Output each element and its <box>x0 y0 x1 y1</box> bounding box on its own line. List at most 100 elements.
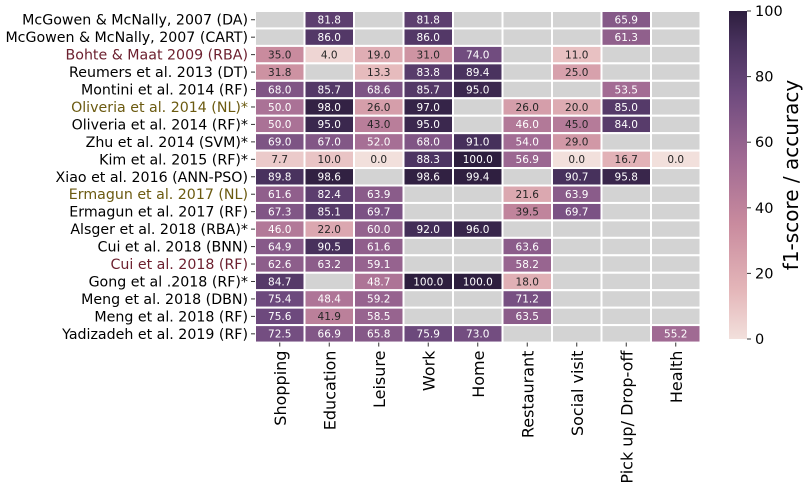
row-label: Cui et al. 2018 (RF) <box>110 257 248 273</box>
heatmap-cell <box>650 219 702 239</box>
heatmap-cell <box>650 306 702 327</box>
row-label: Oliveria et al. 2014 (NL)* <box>71 100 248 116</box>
heatmap-cell <box>600 44 652 65</box>
cell-value-label: 61.6 <box>268 189 292 201</box>
cell-value-label: 68.0 <box>417 137 440 149</box>
cell-value-label: 56.9 <box>516 154 539 166</box>
heatmap-cell <box>452 114 504 135</box>
cell-value-label: 4.0 <box>321 49 338 61</box>
cell-value-label: 85.0 <box>615 102 638 114</box>
column-labels: Shopping Education Leisure Work Home Restaura… <box>271 342 686 484</box>
cell-value-label: 61.3 <box>615 32 638 44</box>
heatmap-cell <box>650 44 702 65</box>
cell-value-label: 81.8 <box>318 15 341 27</box>
heatmap-cell <box>353 10 405 30</box>
cell-value-label: 58.5 <box>367 311 390 323</box>
cell-value-label: 21.6 <box>516 189 540 201</box>
cell-value-label: 75.4 <box>268 294 292 306</box>
heatmap-cell <box>452 97 504 117</box>
heatmap-cell <box>600 324 652 344</box>
cell-value-label: 84.7 <box>268 276 291 288</box>
cell-value-label: 55.2 <box>664 329 687 341</box>
cell-value-label: 0.0 <box>370 154 387 166</box>
heatmap-cell <box>600 236 652 257</box>
cell-value-label: 83.8 <box>417 67 440 79</box>
cell-value-label: 43.0 <box>367 119 390 131</box>
cell-value-label: 63.9 <box>367 189 390 201</box>
heatmap-cells: 81.8 81.8 65.9 86.0 86.0 61.3 35.0 4.0 19.0 31.0 7… <box>254 10 702 344</box>
cell-value-label: 66.9 <box>318 329 341 341</box>
heatmap-cell <box>452 306 504 327</box>
row-labels: McGowen & McNally, 2007 (DA)McGowen & Mc… <box>5 13 255 343</box>
heatmap-cell <box>600 306 652 327</box>
cell-value-label: 50.0 <box>268 119 291 131</box>
colorbar-label: f1-score / accuracy <box>779 80 803 271</box>
cell-value-label: 64.9 <box>268 241 291 253</box>
row-label: Ermagun et al. 2017 (RF) <box>69 205 248 221</box>
cell-value-label: 75.9 <box>417 329 440 341</box>
heatmap-cell <box>402 289 454 309</box>
cell-value-label: 73.0 <box>466 329 489 341</box>
cell-value-label: 35.0 <box>268 49 291 61</box>
heatmap-cell <box>551 27 603 47</box>
cell-value-label: 46.0 <box>516 119 539 131</box>
heatmap-cell <box>650 271 702 292</box>
cell-value-label: 67.0 <box>318 137 341 149</box>
heatmap-cell <box>501 219 553 239</box>
heatmap-cell <box>402 236 454 257</box>
cell-value-label: 100.0 <box>463 276 493 288</box>
column-label: Health <box>667 351 686 404</box>
cell-value-label: 50.0 <box>268 102 291 114</box>
heatmap-cell <box>551 306 603 327</box>
cell-value-label: 26.0 <box>516 102 539 114</box>
heatmap-cell <box>353 167 405 187</box>
heatmap-cell <box>650 167 702 187</box>
cell-value-label: 58.2 <box>516 259 539 271</box>
cell-value-label: 95.8 <box>615 172 638 184</box>
heatmap-cell <box>600 184 652 204</box>
cell-value-label: 97.0 <box>417 102 440 114</box>
column-label: Work <box>419 350 438 391</box>
cell-value-label: 98.6 <box>318 172 342 184</box>
cell-value-label: 39.5 <box>516 206 539 218</box>
row-label: Alsger et al. 2018 (RBA)* <box>70 222 248 238</box>
heatmap-cell <box>551 236 603 257</box>
heatmap-cell <box>452 236 504 257</box>
cell-value-label: 68.0 <box>268 84 291 96</box>
cell-value-label: 29.0 <box>565 137 588 149</box>
cell-value-label: 90.7 <box>565 172 588 184</box>
cell-value-label: 65.8 <box>367 329 390 341</box>
heatmap-cell <box>254 10 306 30</box>
cell-value-label: 31.8 <box>268 67 291 79</box>
heatmap-cell <box>353 27 405 47</box>
cell-value-label: 53.5 <box>615 84 638 96</box>
row-label: Yadizadeh et al. 2019 (RF) <box>61 327 248 343</box>
column-label: Pick up/ Drop-off <box>617 350 636 484</box>
column-label: Shopping <box>271 351 290 426</box>
heatmap-cell <box>452 201 504 222</box>
heatmap-cell <box>402 254 454 274</box>
row-label: Gong et al .2018 (RF)* <box>89 274 248 290</box>
heatmap-cell <box>650 289 702 309</box>
heatmap-cell <box>501 324 553 344</box>
row-label: Bohte & Maat 2009 (RBA) <box>66 48 248 64</box>
heatmap-cell <box>650 27 702 47</box>
heatmap-cell <box>650 79 702 100</box>
colorbar-tick-label: 60 <box>755 135 773 151</box>
heatmap-cell <box>501 167 553 187</box>
cell-value-label: 67.3 <box>268 206 291 218</box>
row-label: Kim et al. 2015 (RF)* <box>99 152 248 168</box>
heatmap-cell <box>600 271 652 292</box>
heatmap-cell <box>501 62 553 82</box>
heatmap-cell <box>452 289 504 309</box>
heatmap-cell <box>551 324 603 344</box>
cell-value-label: 25.0 <box>565 67 588 79</box>
column-label: Leisure <box>370 351 389 408</box>
cell-value-label: 16.7 <box>615 154 638 166</box>
cell-value-label: 89.8 <box>268 172 291 184</box>
heatmap-cell <box>303 62 355 82</box>
cell-value-label: 59.2 <box>367 294 390 306</box>
cell-value-label: 95.0 <box>466 84 489 96</box>
cell-value-label: 22.0 <box>318 224 341 236</box>
